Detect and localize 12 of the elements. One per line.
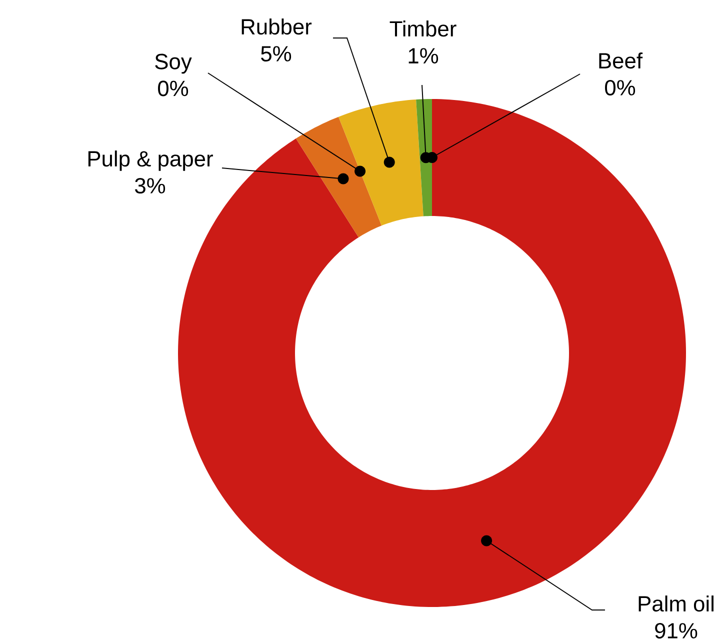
text: 0% — [605, 80, 636, 96]
data-label: 5% — [261, 46, 292, 62]
data-label: 3% — [134, 178, 166, 194]
text: 0% — [158, 80, 188, 96]
category-label: Beef — [599, 52, 643, 69]
data-label: 1% — [408, 48, 438, 64]
data-label: 91% — [655, 622, 698, 639]
slice-label: Palm oil — [638, 595, 714, 612]
slice-label: Timber — [390, 20, 456, 37]
category-label: Soy — [155, 54, 192, 74]
slice-label: Rubber — [242, 18, 312, 35]
slice-label: Pulp & paper — [88, 150, 213, 171]
